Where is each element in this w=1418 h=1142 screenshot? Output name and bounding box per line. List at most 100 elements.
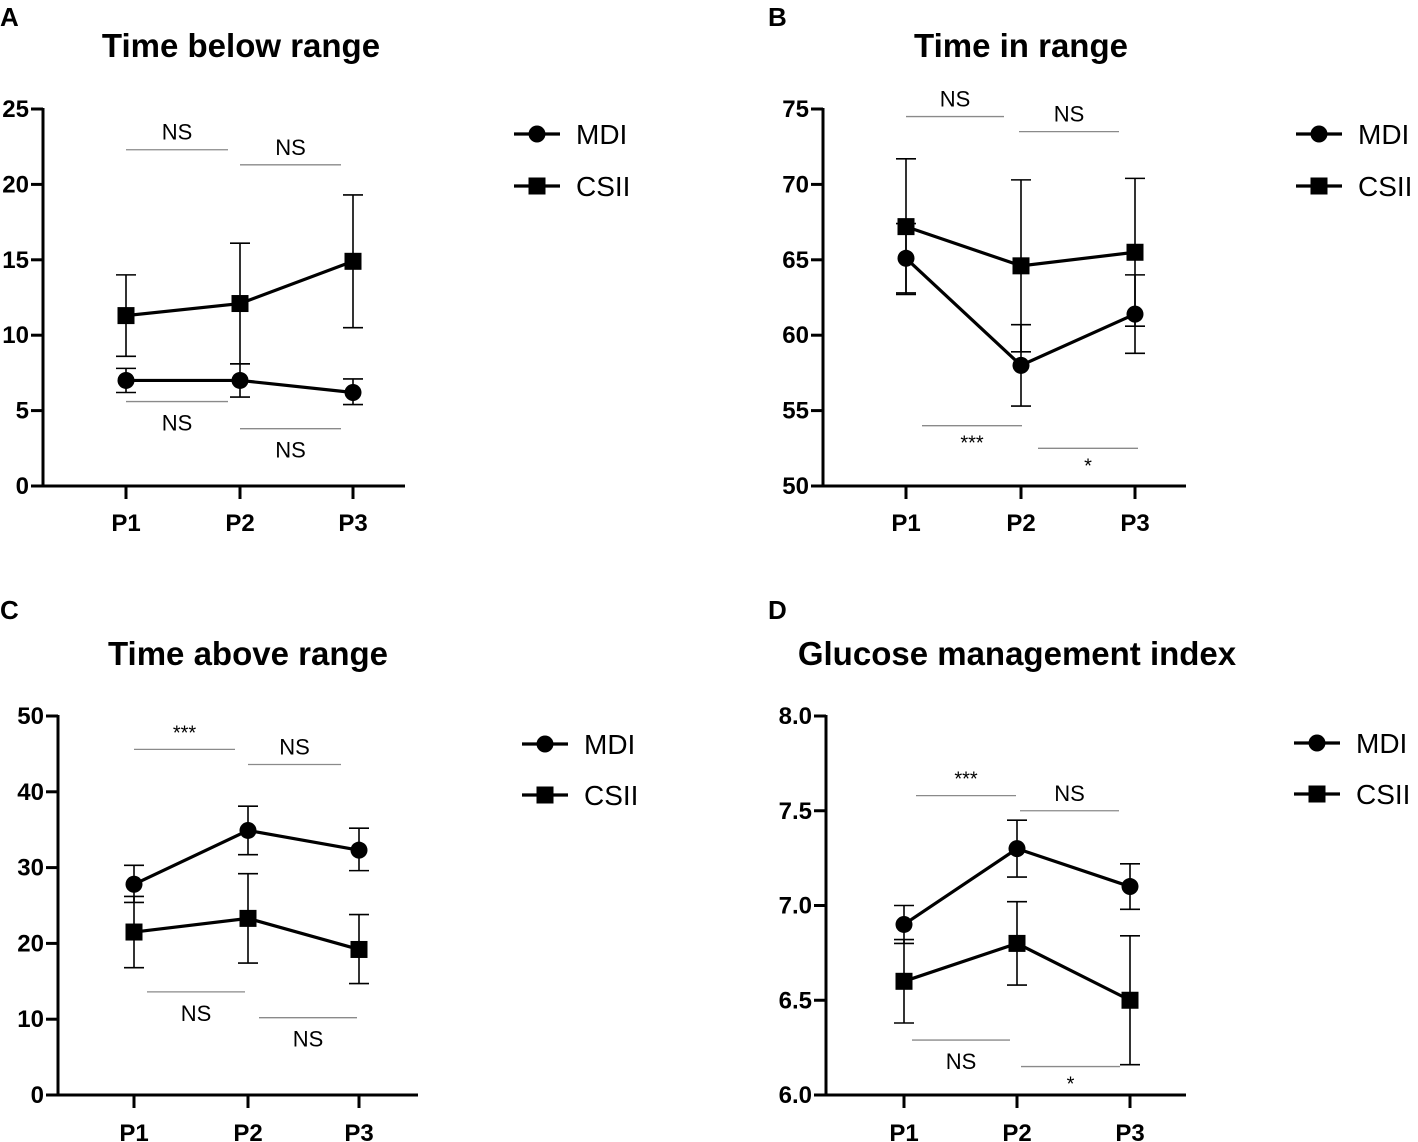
legend-item-mdi: MDI — [1294, 728, 1407, 759]
legend-item-mdi: MDI — [514, 119, 627, 150]
x-tick-label: P3 — [344, 1120, 373, 1142]
y-tick-label: 15 — [2, 247, 29, 274]
data-point — [231, 371, 249, 389]
data-point — [1012, 356, 1030, 374]
y-tick-label: 7.0 — [779, 893, 812, 920]
y-tick-label: 50 — [782, 473, 809, 500]
data-point — [1012, 257, 1030, 275]
legend-label: CSII — [1356, 779, 1410, 810]
y-tick-label: 65 — [782, 247, 809, 274]
significance-label: NS — [181, 1001, 212, 1026]
data-point — [897, 218, 915, 236]
significance-label: NS — [279, 735, 310, 760]
x-tick-label: P1 — [889, 1120, 918, 1142]
panel-letter: B — [768, 2, 787, 32]
legend-marker — [1308, 785, 1326, 803]
legend-label: CSII — [576, 171, 630, 202]
legend-label: MDI — [1356, 728, 1407, 759]
data-point — [1121, 991, 1139, 1009]
significance-label: NS — [275, 135, 306, 160]
x-tick-label: P3 — [1120, 510, 1149, 537]
data-point — [125, 875, 143, 893]
y-tick-label: 40 — [17, 779, 44, 806]
significance-label: NS — [293, 1027, 324, 1052]
significance-label: * — [1067, 1074, 1075, 1096]
y-tick-label: 8.0 — [779, 703, 812, 730]
legend-marker — [1308, 734, 1326, 752]
y-tick-label: 10 — [2, 322, 29, 349]
y-tick-label: 60 — [782, 322, 809, 349]
x-tick-label: P2 — [1006, 510, 1035, 537]
legend-marker — [1310, 177, 1328, 195]
x-tick-label: P2 — [233, 1120, 262, 1142]
chart-title: Time in range — [914, 27, 1128, 64]
panel-d: D Glucose management index 6.0 6.5 7.0 7.5 8.0… — [768, 595, 1410, 1142]
significance-label: NS — [940, 87, 971, 112]
legend-item-mdi: MDI — [522, 729, 635, 760]
legend-item-csii: CSII — [522, 780, 638, 811]
data-point — [350, 841, 368, 859]
legend-label: CSII — [1358, 171, 1412, 202]
data-point — [239, 821, 257, 839]
x-tick-label: P3 — [1115, 1120, 1144, 1142]
significance-label: NS — [162, 120, 193, 145]
y-tick-label: 7.5 — [779, 798, 812, 825]
y-tick-label: 0 — [16, 473, 29, 500]
x-tick-label: P3 — [338, 510, 367, 537]
legend-item-mdi: MDI — [1296, 119, 1409, 150]
data-point — [895, 972, 913, 990]
y-tick-label: 75 — [782, 96, 809, 123]
panel-letter: C — [0, 595, 19, 625]
series-csii — [896, 157, 1145, 353]
series-mdi — [116, 363, 363, 406]
significance-label: NS — [162, 411, 193, 436]
panel-letter: D — [768, 595, 787, 625]
x-tick-label: P2 — [1002, 1120, 1031, 1142]
legend-label: MDI — [576, 119, 627, 150]
legend-label: CSII — [584, 780, 638, 811]
data-point — [350, 940, 368, 958]
legend-marker — [528, 177, 546, 195]
y-tick-label: 20 — [17, 930, 44, 957]
series-csii — [894, 900, 1140, 1066]
y-tick-label: 5 — [16, 398, 29, 425]
legend-item-csii: CSII — [514, 171, 630, 202]
y-tick-label: 0 — [31, 1082, 44, 1109]
significance-label: NS — [1054, 102, 1085, 127]
legend-marker — [528, 125, 546, 143]
data-point — [1008, 934, 1026, 952]
panel-c: C Time above range 0 10 20 30 40 50 P1 P2 P3 *** NS N… — [0, 595, 638, 1142]
series-csii — [116, 194, 363, 365]
legend-item-csii: CSII — [1296, 171, 1412, 202]
data-point — [239, 909, 257, 927]
data-point — [117, 371, 135, 389]
data-point — [1121, 878, 1139, 896]
significance-label: NS — [1054, 781, 1085, 806]
panel-letter: A — [0, 2, 19, 32]
data-point — [1008, 840, 1026, 858]
significance-label: NS — [946, 1049, 977, 1074]
x-tick-label: P1 — [111, 510, 140, 537]
chart-title: Time above range — [108, 635, 388, 672]
significance-label: *** — [954, 769, 978, 791]
y-tick-label: 20 — [2, 171, 29, 198]
series-mdi — [124, 805, 369, 904]
legend-marker — [536, 735, 554, 753]
y-tick-label: 30 — [17, 855, 44, 882]
data-point — [895, 915, 913, 933]
legend-marker — [1310, 125, 1328, 143]
data-point — [231, 295, 249, 313]
chart-title: Time below range — [102, 27, 380, 64]
significance-label: * — [1084, 455, 1092, 477]
x-tick-label: P1 — [891, 510, 920, 537]
panel-a: A Time below range 0 5 10 15 20 25 P1 P2 P3 NS NS NS N… — [0, 2, 630, 537]
y-tick-label: 10 — [17, 1006, 44, 1033]
y-tick-label: 6.0 — [779, 1082, 812, 1109]
y-tick-label: 6.5 — [779, 987, 812, 1014]
significance-label: *** — [173, 722, 197, 744]
legend-label: MDI — [584, 729, 635, 760]
y-tick-label: 70 — [782, 171, 809, 198]
legend-label: MDI — [1358, 119, 1409, 150]
series-csii — [124, 872, 369, 985]
